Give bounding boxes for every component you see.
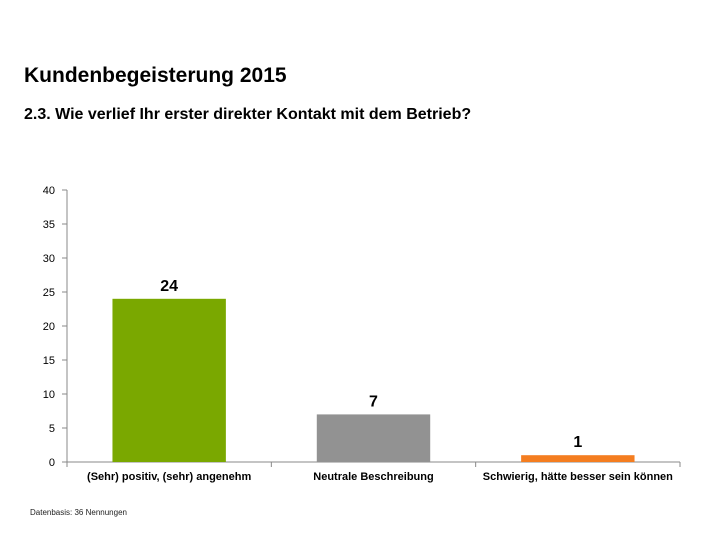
y-tick-label: 15 (43, 355, 55, 367)
y-tick-label: 5 (49, 423, 55, 435)
y-tick-label: 35 (43, 219, 55, 231)
page-subtitle: 2.3. Wie verlief Ihr erster direkter Kon… (24, 106, 472, 123)
page-title: Kundenbegeisterung 2015 (24, 64, 287, 87)
data-basis-note: Datenbasis: 36 Nennungen (30, 508, 127, 517)
y-tick-label: 30 (43, 253, 55, 265)
y-tick-label: 40 (43, 185, 55, 197)
x-tick-label: Neutrale Beschreibung (313, 471, 433, 483)
chart-data-labels: 24 7 1 (160, 278, 582, 451)
y-tick-label: 0 (49, 457, 55, 469)
x-tick-label: (Sehr) positiv, (sehr) angenehm (87, 471, 251, 483)
x-tick-label: Schwierig, hätte besser sein können (483, 471, 673, 483)
bar-value-label: 24 (160, 278, 178, 295)
bar-value-label: 7 (369, 393, 378, 410)
bar-value-label: 1 (573, 434, 582, 451)
bar (521, 455, 635, 462)
y-tick-label: 20 (43, 321, 55, 333)
chart-bars (112, 298, 635, 462)
y-axis-ticks: 0 5 10 15 20 25 30 35 40 (43, 185, 67, 469)
bar (316, 414, 431, 462)
x-axis-labels: (Sehr) positiv, (sehr) angenehm Neutrale … (87, 471, 673, 483)
y-tick-label: 25 (43, 287, 55, 299)
bar (112, 298, 226, 462)
y-tick-label: 10 (43, 389, 55, 401)
